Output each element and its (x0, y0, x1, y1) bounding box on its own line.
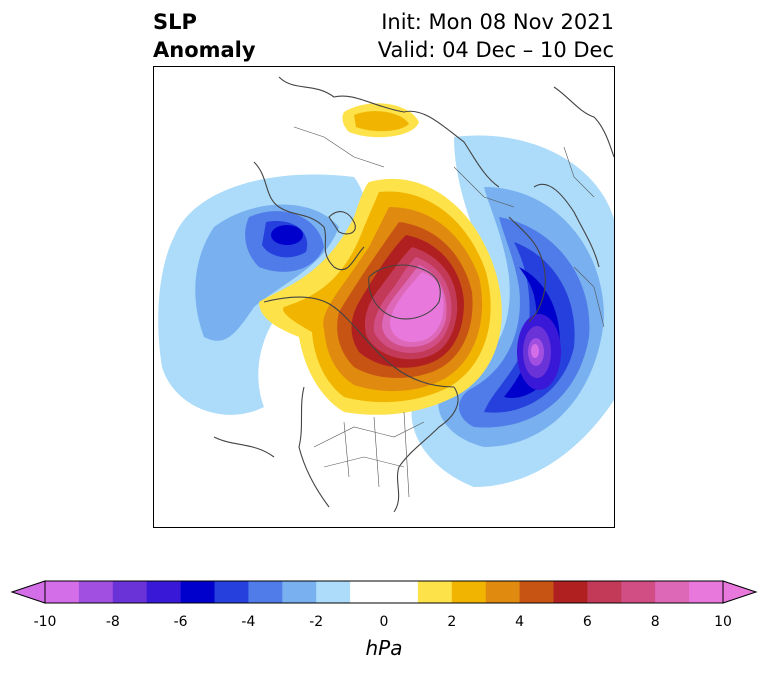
colorbar-extend-right (722, 580, 758, 604)
colorbar-cell (384, 581, 419, 603)
political-boundaries (293, 126, 605, 498)
colorbar-cell (112, 581, 148, 603)
colorbar-cell (587, 581, 622, 603)
colorbar-extend-left (10, 580, 46, 604)
title-field-sub: Anomaly (153, 38, 256, 62)
colorbar-tick-label: 2 (447, 614, 457, 630)
colorbar-cell (146, 581, 182, 603)
colorbar-cell (282, 581, 317, 603)
colorbar-cell (621, 581, 656, 603)
colorbar-cell (78, 581, 114, 603)
colorbar-cell (689, 581, 724, 603)
pacific-low-anomaly (158, 174, 366, 415)
colorbar-tick-label: 4 (515, 614, 525, 630)
colorbar-cell (248, 581, 283, 603)
colorbar-tick-label: -4 (241, 614, 256, 630)
colorbar-unit: hPa (365, 636, 403, 660)
siberia-high-anomaly (342, 103, 419, 138)
title-field: SLP (153, 10, 197, 34)
colorbar-cell (350, 581, 385, 603)
colorbar-tick-label: 0 (379, 614, 389, 630)
colorbar-outline (44, 580, 724, 604)
map-panel (153, 66, 615, 528)
colorbar-cell (214, 581, 249, 603)
colorbar-cell (519, 581, 554, 603)
colorbar-tick-label: 8 (650, 614, 660, 630)
colorbar-tick-label: 6 (582, 614, 592, 630)
colorbar-tick-label: 10 (714, 614, 732, 630)
atlantic-low-anomaly (411, 135, 614, 487)
colorbar-cell (180, 581, 215, 603)
colorbar-tick-label: -8 (105, 614, 120, 630)
colorbar-cell (553, 581, 588, 603)
colorbar-cell (45, 581, 80, 603)
anomaly-map (158, 76, 614, 513)
colorbar-cell (485, 581, 521, 603)
colorbar-tick-label: -2 (309, 614, 324, 630)
colorbar-tick-label: -6 (173, 614, 188, 630)
coastlines (213, 76, 614, 513)
valid-range: Valid: 04 Dec – 10 Dec (377, 38, 614, 62)
init-date: Init: Mon 08 Nov 2021 (381, 10, 614, 34)
arctic-high-anomaly (259, 178, 502, 415)
colorbar-tick-label: -10 (33, 614, 57, 630)
colorbar-cell (316, 581, 351, 603)
colorbar-cell (417, 581, 453, 603)
colorbar (10, 580, 758, 604)
colorbar-cell (451, 581, 487, 603)
colorbar-cell (655, 581, 690, 603)
title-right: Init: Mon 08 Nov 2021 Valid: 04 Dec – 10… (378, 8, 614, 64)
title-left: SLP Anomaly (153, 8, 256, 64)
